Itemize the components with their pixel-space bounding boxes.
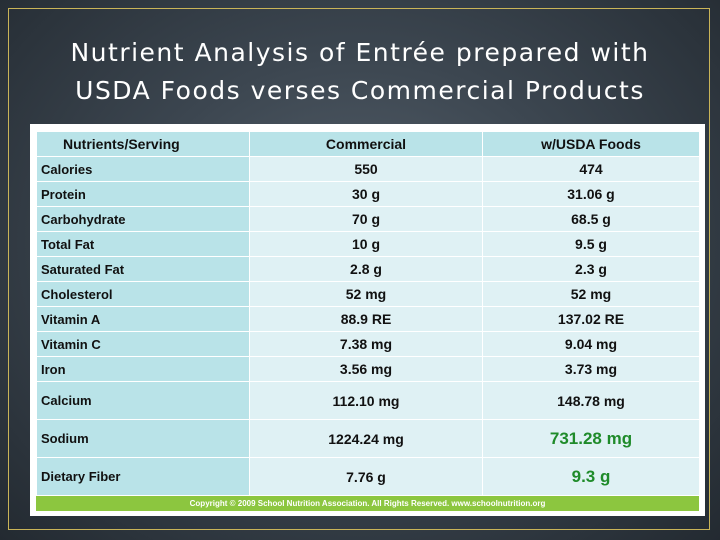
nutrient-table: Nutrients/Serving Commercial w/USDA Food… bbox=[36, 131, 700, 496]
table-row: Iron 3.56 mg 3.73 mg bbox=[36, 356, 700, 382]
slide-title: Nutrient Analysis of Entrée prepared wit… bbox=[0, 34, 720, 110]
nutrient-name: Iron bbox=[36, 356, 250, 382]
commercial-value: 52 mg bbox=[249, 281, 483, 307]
nutrient-name: Calcium bbox=[36, 381, 250, 420]
nutrient-name: Sodium bbox=[36, 419, 250, 458]
usda-value: 2.3 g bbox=[482, 256, 700, 282]
usda-value: 31.06 g bbox=[482, 181, 700, 207]
table-row: Vitamin C 7.38 mg 9.04 mg bbox=[36, 331, 700, 357]
nutrient-name: Cholesterol bbox=[36, 281, 250, 307]
nutrient-name: Dietary Fiber bbox=[36, 457, 250, 496]
table-row: Calcium 112.10 mg 148.78 mg bbox=[36, 381, 700, 420]
table-row: Protein 30 g 31.06 g bbox=[36, 181, 700, 207]
column-header-nutrients: Nutrients/Serving bbox=[36, 131, 250, 157]
commercial-value: 88.9 RE bbox=[249, 306, 483, 332]
usda-value: 137.02 RE bbox=[482, 306, 700, 332]
commercial-value: 7.76 g bbox=[249, 457, 483, 496]
commercial-value: 70 g bbox=[249, 206, 483, 232]
commercial-value: 112.10 mg bbox=[249, 381, 483, 420]
title-line-2: USDA Foods verses Commercial Products bbox=[75, 76, 645, 105]
table-row: Cholesterol 52 mg 52 mg bbox=[36, 281, 700, 307]
commercial-value: 2.8 g bbox=[249, 256, 483, 282]
table-row: Saturated Fat 2.8 g 2.3 g bbox=[36, 256, 700, 282]
commercial-value: 7.38 mg bbox=[249, 331, 483, 357]
table-row: Total Fat 10 g 9.5 g bbox=[36, 231, 700, 257]
table-row: Dietary Fiber 7.76 g 9.3 g bbox=[36, 457, 700, 496]
nutrient-name: Vitamin C bbox=[36, 331, 250, 357]
usda-value: 474 bbox=[482, 156, 700, 182]
table-panel: Nutrients/Serving Commercial w/USDA Food… bbox=[30, 124, 705, 516]
table-row: Carbohydrate 70 g 68.5 g bbox=[36, 206, 700, 232]
nutrient-name: Calories bbox=[36, 156, 250, 182]
commercial-value: 1224.24 mg bbox=[249, 419, 483, 458]
nutrient-name: Total Fat bbox=[36, 231, 250, 257]
column-header-commercial: Commercial bbox=[249, 131, 483, 157]
nutrient-name: Carbohydrate bbox=[36, 206, 250, 232]
usda-value: 3.73 mg bbox=[482, 356, 700, 382]
nutrient-name: Vitamin A bbox=[36, 306, 250, 332]
usda-value: 9.5 g bbox=[482, 231, 700, 257]
title-line-1: Nutrient Analysis of Entrée prepared wit… bbox=[70, 38, 650, 67]
table-row: Calories 550 474 bbox=[36, 156, 700, 182]
usda-value: 148.78 mg bbox=[482, 381, 700, 420]
usda-value: 52 mg bbox=[482, 281, 700, 307]
commercial-value: 550 bbox=[249, 156, 483, 182]
commercial-value: 3.56 mg bbox=[249, 356, 483, 382]
usda-value-highlight: 9.3 g bbox=[482, 457, 700, 496]
nutrient-name: Saturated Fat bbox=[36, 256, 250, 282]
table-row: Sodium 1224.24 mg 731.28 mg bbox=[36, 419, 700, 458]
column-header-usda-foods: w/USDA Foods bbox=[482, 131, 700, 157]
usda-value-highlight: 731.28 mg bbox=[482, 419, 700, 458]
commercial-value: 30 g bbox=[249, 181, 483, 207]
slide-frame bbox=[8, 8, 710, 530]
usda-value: 9.04 mg bbox=[482, 331, 700, 357]
usda-value: 68.5 g bbox=[482, 206, 700, 232]
commercial-value: 10 g bbox=[249, 231, 483, 257]
nutrient-name: Protein bbox=[36, 181, 250, 207]
copyright-footer: Copyright © 2009 School Nutrition Associ… bbox=[36, 496, 699, 511]
table-header-row: Nutrients/Serving Commercial w/USDA Food… bbox=[36, 131, 700, 157]
table-row: Vitamin A 88.9 RE 137.02 RE bbox=[36, 306, 700, 332]
